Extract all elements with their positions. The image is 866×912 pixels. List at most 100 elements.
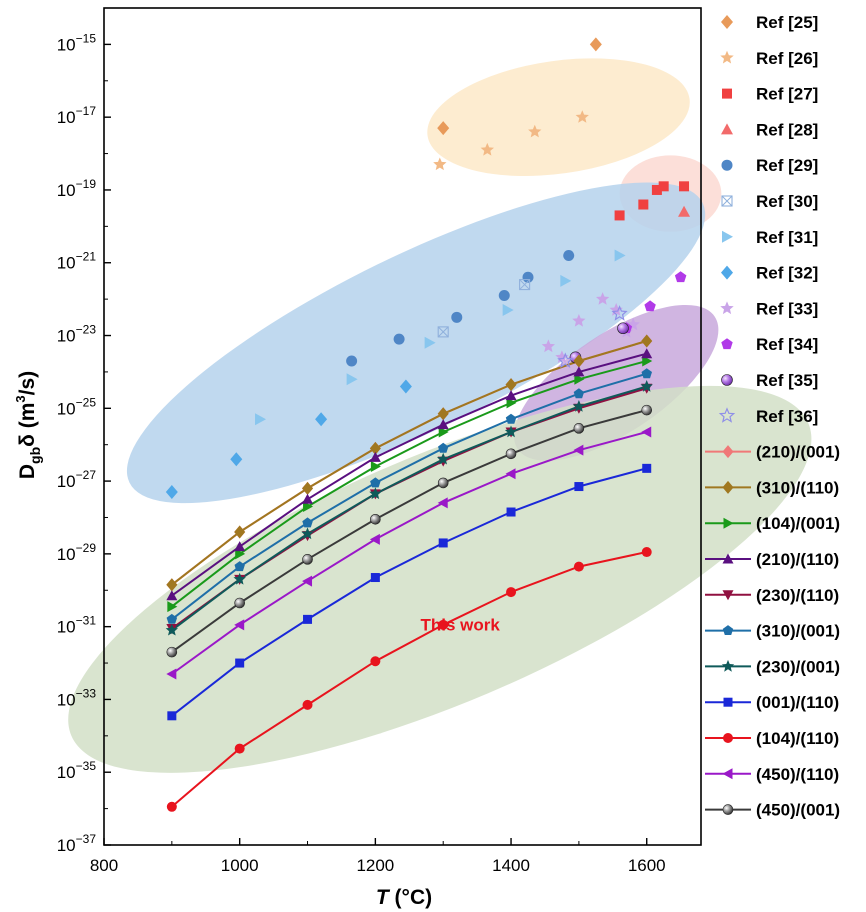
point-ref-27-0: [614, 210, 625, 221]
legend-item-230-110: (230)/(110): [705, 586, 839, 605]
point-ref-27-4: [679, 181, 690, 192]
legend-label-ref-36: Ref [36]: [756, 407, 818, 426]
legend-label-ref-33: Ref [33]: [756, 299, 818, 318]
legend-item-ref-32: Ref [32]: [721, 264, 818, 283]
legend-item-ref-28: Ref [28]: [721, 120, 818, 139]
point-450-001-5: [505, 448, 517, 460]
point-450-110-2: [302, 575, 313, 587]
point-ref-32-1: [230, 452, 243, 467]
legend-marker-104-110: [723, 733, 733, 743]
legend-item-ref-25: Ref [25]: [721, 13, 818, 32]
point-ref-33-2: [572, 314, 586, 327]
point-ref-35-1-body: [617, 322, 629, 335]
point-ref-27-3: [658, 181, 669, 192]
legend-marker-210-110: [722, 553, 734, 564]
y-tick-label-27: 10−27: [57, 468, 97, 491]
point-001-110-7: [642, 463, 652, 473]
point-ref-26-1: [480, 142, 494, 156]
legend-item-ref-26: Ref [26]: [720, 49, 818, 68]
point-310-001-2: [302, 517, 313, 528]
legend-label-001-110: (001)/(110): [756, 693, 839, 712]
point-ref-31-4: [560, 274, 572, 287]
point-ref-30-0: [437, 326, 449, 338]
point-ref-28-0: [678, 205, 691, 217]
point-ref-32-0: [165, 485, 178, 500]
point-230-001-5: [504, 425, 518, 438]
point-450-110-3: [369, 533, 380, 545]
point-450-001-0-body: [166, 646, 178, 658]
y-axis-title-d: D: [16, 464, 39, 479]
legend: Ref [25] Ref [26] Ref [27] Ref [28] Ref [29]…: [705, 13, 840, 820]
legend-item-ref-34: Ref [34]: [721, 335, 818, 354]
x-tick-label-1200: 1200: [356, 856, 394, 875]
point-450-001-3: [370, 513, 381, 525]
point-210-110-5: [505, 390, 517, 401]
markers-310-110: [166, 334, 653, 592]
legend-item-230-001: (230)/(001): [705, 657, 840, 676]
point-450-110-7: [641, 426, 652, 438]
point-104-110-4: [438, 619, 449, 630]
point-450-110-1: [234, 619, 245, 631]
point-450-001-5-body: [505, 448, 517, 460]
point-ref-29-5: [563, 249, 575, 261]
legend-marker-ref-30-box: [721, 195, 733, 207]
legend-marker-230-001: [721, 659, 735, 672]
legend-label-ref-30: Ref [30]: [756, 192, 818, 211]
series-ref-28: [678, 205, 691, 217]
y-tick-label-29: 10−29: [57, 541, 97, 564]
point-450-110-5: [505, 468, 516, 480]
point-ref-26-2: [528, 124, 542, 138]
point-001-110-6: [574, 482, 584, 492]
point-310-110-0: [166, 578, 178, 592]
point-450-001-6-body: [573, 423, 585, 434]
legend-label-ref-32: Ref [32]: [756, 264, 818, 283]
point-450-001-0: [166, 646, 178, 658]
point-ref-25-1: [589, 37, 602, 52]
legend-item-ref-31: Ref [31]: [722, 228, 818, 247]
legend-item-001-110: (001)/(110): [705, 693, 839, 712]
point-ref-26-3: [575, 110, 589, 123]
point-ref-33-1: [555, 350, 569, 363]
markers-450-001: [166, 404, 653, 658]
legend-marker-ref-30: [721, 195, 733, 207]
point-310-110-3: [369, 441, 381, 455]
legend-label-ref-31: Ref [31]: [756, 228, 818, 247]
point-450-001-6: [573, 423, 585, 434]
point-310-001-7: [641, 368, 652, 379]
point-230-001-6: [572, 400, 586, 412]
point-ref-30-1-box: [519, 279, 531, 291]
legend-marker-230-110: [722, 590, 734, 601]
series-ref-32: [165, 379, 412, 500]
line-230-001: [171, 385, 647, 632]
point-ref-31-0: [255, 413, 267, 426]
point-ref-30-0-box: [437, 326, 449, 338]
point-450-001-2: [302, 554, 313, 565]
point-450-001-7-body: [641, 404, 653, 416]
point-310-001-1: [234, 561, 245, 572]
point-ref-31-1: [346, 373, 358, 386]
point-ref-31-2: [424, 336, 436, 349]
point-104-110-6: [573, 561, 584, 572]
legend-item-104-001: (104)/(001): [705, 514, 840, 533]
markers-001-110: [167, 463, 652, 721]
legend-marker-ref-32: [721, 265, 733, 280]
legend-marker-104-001: [723, 517, 734, 529]
point-001-110-3: [370, 573, 380, 583]
legend-item-310-110: (310)/(110): [705, 478, 839, 497]
legend-item-ref-35: Ref [35]: [721, 371, 818, 390]
point-310-110-5: [505, 378, 517, 392]
series-ref-27: [614, 181, 690, 221]
legend-marker-210-001: [722, 445, 734, 459]
x-axis-title-var: T: [376, 886, 391, 909]
legend-label-230-110: (230)/(110): [756, 586, 839, 605]
green-region: [68, 385, 812, 773]
orange-region: [427, 58, 690, 176]
legend-label-ref-28: Ref [28]: [756, 120, 818, 139]
point-001-110-2: [303, 614, 313, 624]
point-104-110-7: [641, 547, 652, 558]
point-230-001-7: [640, 380, 653, 392]
series-ref-36: [557, 305, 628, 368]
legend-marker-ref-34: [721, 338, 733, 350]
legend-marker-ref-25: [721, 15, 733, 29]
point-ref-31-5: [614, 249, 626, 262]
